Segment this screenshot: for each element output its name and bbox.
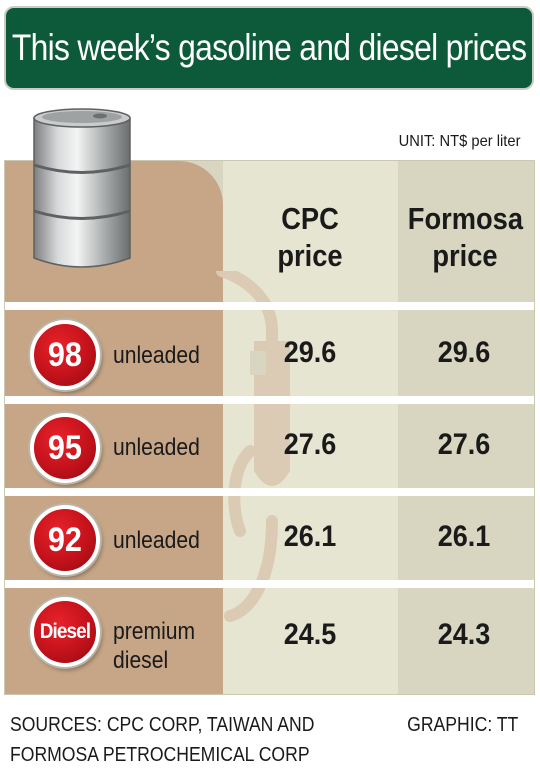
row-divider [5, 396, 534, 404]
badge-label: Diesel [39, 620, 91, 643]
grade-label-line2: diesel [113, 647, 169, 674]
formosa-price: 27.6 [437, 428, 491, 461]
row-divider [5, 488, 534, 496]
formosa-price: 29.6 [437, 336, 491, 369]
title-banner: This week’s gasoline and diesel prices [4, 6, 534, 90]
oil-barrel-icon [33, 108, 131, 268]
grade-label: unleaded [113, 527, 200, 554]
grade-badge-98: 98 [30, 320, 100, 390]
cpc-price: 24.5 [283, 618, 337, 651]
formosa-column-header: Formosa price [407, 200, 524, 274]
row-divider [5, 302, 534, 310]
cpc-price: 26.1 [283, 520, 337, 553]
unit-label: UNIT: NT$ per liter [398, 133, 520, 150]
grade-badge-95: 95 [30, 413, 100, 483]
grade-label-line1: premium [113, 618, 196, 645]
cpc-header-line2: price [277, 238, 343, 273]
sources-note: SOURCES: CPC CORP, TAIWAN AND FORMOSA PE… [10, 710, 314, 770]
badge-label: 98 [47, 335, 83, 374]
badge-label: 92 [47, 520, 83, 559]
cpc-price: 27.6 [283, 428, 337, 461]
cpc-header-line1: CPC [281, 201, 339, 236]
graphic-credit: GRAPHIC: TT [406, 714, 518, 736]
sources-line2: FORMOSA PETROCHEMICAL CORP [10, 744, 310, 766]
badge-label: 95 [47, 428, 83, 467]
grade-label: unleaded [113, 434, 200, 461]
formosa-price: 26.1 [437, 520, 491, 553]
grade-label: premium diesel [113, 617, 195, 675]
formosa-header-line2: price [432, 238, 498, 273]
sources-line1: SOURCES: CPC CORP, TAIWAN AND [10, 714, 315, 736]
row-divider [5, 580, 534, 588]
grade-label: unleaded [113, 342, 200, 369]
grade-badge-diesel: Diesel [30, 597, 100, 667]
cpc-price: 29.6 [283, 336, 337, 369]
formosa-header-line1: Formosa [407, 201, 524, 236]
cpc-column-header: CPC price [262, 200, 359, 274]
grade-badge-92: 92 [30, 505, 100, 575]
chart-title: This week’s gasoline and diesel prices [11, 27, 527, 68]
formosa-price: 24.3 [437, 618, 491, 651]
